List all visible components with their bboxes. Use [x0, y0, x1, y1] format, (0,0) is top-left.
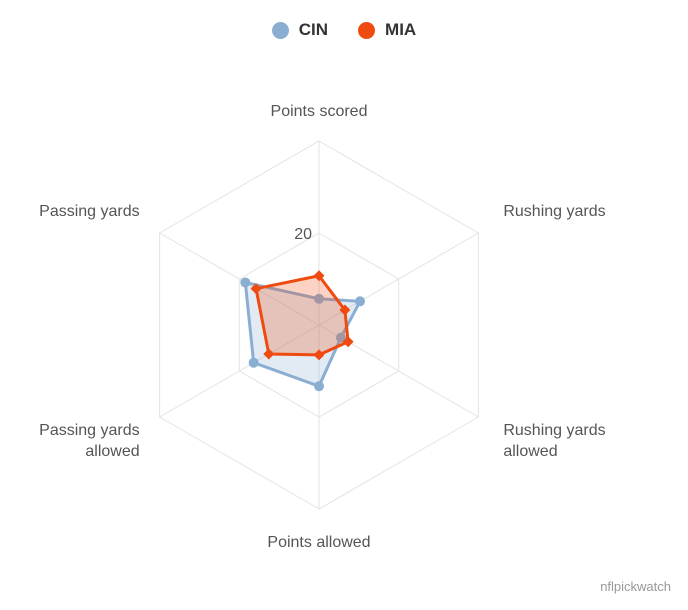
data-point-cin-points-scored	[314, 293, 324, 304]
axis-spoke-passing-yards	[159, 232, 320, 326]
data-point-cin-rushing-yards-allowed	[335, 332, 346, 343]
data-point-cin-rushing-yards	[355, 296, 366, 307]
axis-label-points-allowed: Points allowed	[267, 534, 370, 551]
legend-label-mia: MIA	[385, 20, 417, 39]
data-point-cin-passing-yards-allowed	[248, 357, 259, 368]
axis-label-passing-yards-allowed: Passing yards allowed	[39, 422, 140, 460]
legend-label-cin: CIN	[298, 20, 329, 39]
axis-spoke-passing-yards-allowed	[159, 324, 320, 418]
data-point-mia-points-allowed	[313, 349, 325, 361]
series-area-mia	[254, 274, 350, 357]
data-point-mia-points-scored	[313, 270, 325, 282]
legend-item-cin[interactable]: CIN	[271, 20, 329, 40]
chart-legend: CIN MIA	[0, 20, 688, 40]
axis-label-rushing-yards-allowed: Rushing yards allowed	[503, 422, 605, 460]
data-point-mia-rushing-yards	[339, 304, 351, 316]
axis-label-passing-yards: Passing yards	[39, 203, 140, 220]
axis-label-rushing-yards: Rushing yards	[503, 203, 605, 220]
data-point-mia-passing-yards	[250, 283, 262, 295]
data-point-cin-points-allowed	[314, 381, 324, 392]
data-point-mia-rushing-yards-allowed	[342, 336, 354, 348]
data-point-cin-passing-yards	[240, 277, 251, 288]
chart-credit[interactable]: nflpickwatch	[600, 579, 671, 594]
legend-marker-cin	[271, 21, 289, 39]
legend-item-mia[interactable]: MIA	[358, 20, 416, 40]
legend-marker-mia	[358, 21, 376, 39]
tick-label-20: 20	[294, 226, 312, 243]
axis-label-points-scored: Points scored	[271, 103, 368, 120]
data-point-mia-passing-yards-allowed	[263, 348, 275, 360]
